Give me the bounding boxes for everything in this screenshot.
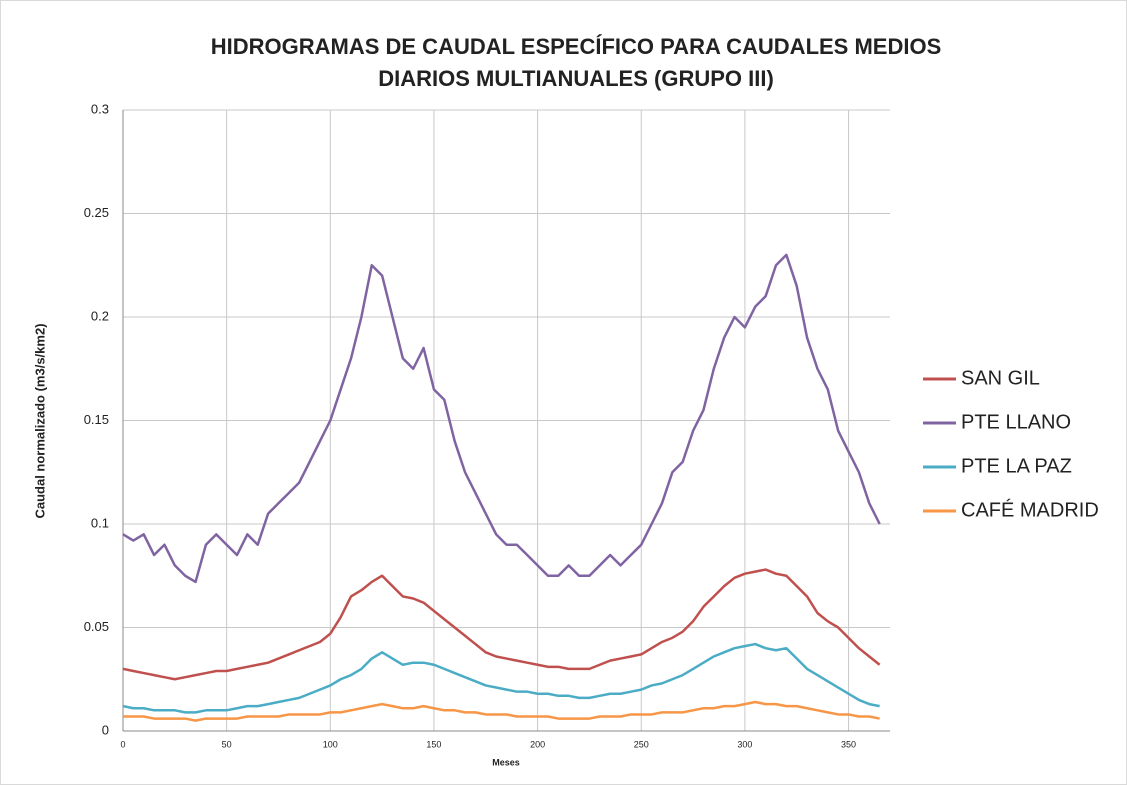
series-line <box>122 642 880 714</box>
x-tick-label: 250 <box>634 739 649 749</box>
y-tick-label: 0.25 <box>84 205 109 220</box>
legend-label: PTE LA PAZ <box>961 455 1072 477</box>
y-axis-label: Caudal normalizado (m3/s/km2) <box>32 323 47 518</box>
series-line <box>122 253 881 584</box>
legend-label: CAFÉ MADRID <box>961 498 1099 521</box>
y-tick-label: 0.05 <box>84 619 109 634</box>
y-tick-label: 0 <box>102 722 109 737</box>
legend-label: SAN GIL <box>961 367 1040 389</box>
y-tick-label: 0.2 <box>91 308 109 323</box>
x-tick-label: 0 <box>120 739 125 749</box>
x-tick-label: 350 <box>841 739 856 749</box>
x-axis-label: Meses <box>492 757 520 767</box>
x-tick-label: 50 <box>222 739 232 749</box>
y-tick-label: 0.3 <box>91 101 109 116</box>
y-tick-label: 0.1 <box>91 515 109 530</box>
y-tick-label: 0.15 <box>84 412 109 427</box>
x-tick-label: 300 <box>737 739 752 749</box>
x-tick-label: 200 <box>530 739 545 749</box>
x-tick-label: 100 <box>323 739 338 749</box>
series-line <box>122 568 881 681</box>
chart-title: HIDROGRAMAS DE CAUDAL ESPECÍFICO PARA CA… <box>210 34 942 91</box>
legend-label: PTE LLANO <box>961 411 1071 433</box>
x-tick-label: 150 <box>426 739 441 749</box>
series-line <box>123 700 880 722</box>
